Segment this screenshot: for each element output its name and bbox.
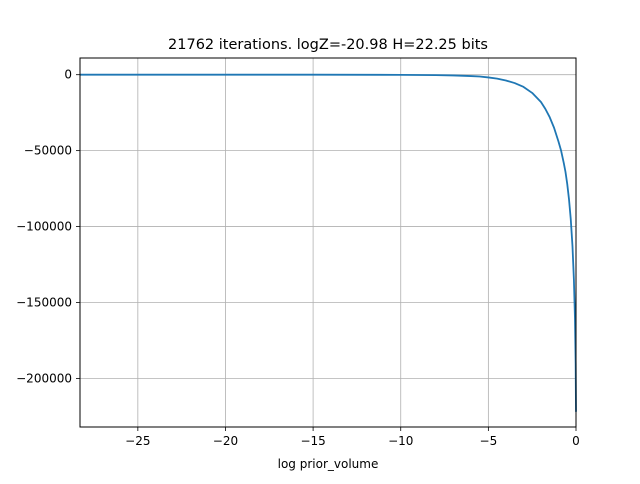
x-tick-label: −15 — [300, 434, 325, 448]
y-tick-label: −50000 — [24, 144, 72, 158]
series-layer — [80, 73, 577, 412]
y-tick-label: −200000 — [16, 371, 72, 385]
axes-frame — [79, 57, 577, 428]
x-tick-label: −5 — [480, 434, 498, 448]
x-axis-label: log prior_volume — [278, 457, 379, 471]
y-tick-label: −100000 — [16, 220, 72, 234]
y-tick-label: −150000 — [16, 295, 72, 309]
chart-title: 21762 iterations. logZ=-20.98 H=22.25 bi… — [168, 37, 488, 53]
series-line — [80, 73, 577, 412]
ticks: −25 −20 −15 −10 −5 0 0 −50000 −100000 −150000 −200… — [16, 68, 580, 448]
x-tick-label: −25 — [125, 434, 150, 448]
x-tick-label: −20 — [213, 434, 238, 448]
x-tick-label: −10 — [388, 434, 413, 448]
x-tick-label: 0 — [572, 434, 580, 448]
y-tick-label: 0 — [64, 68, 72, 82]
